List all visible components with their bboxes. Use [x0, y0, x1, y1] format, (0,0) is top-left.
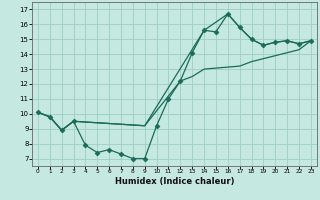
X-axis label: Humidex (Indice chaleur): Humidex (Indice chaleur) — [115, 177, 234, 186]
